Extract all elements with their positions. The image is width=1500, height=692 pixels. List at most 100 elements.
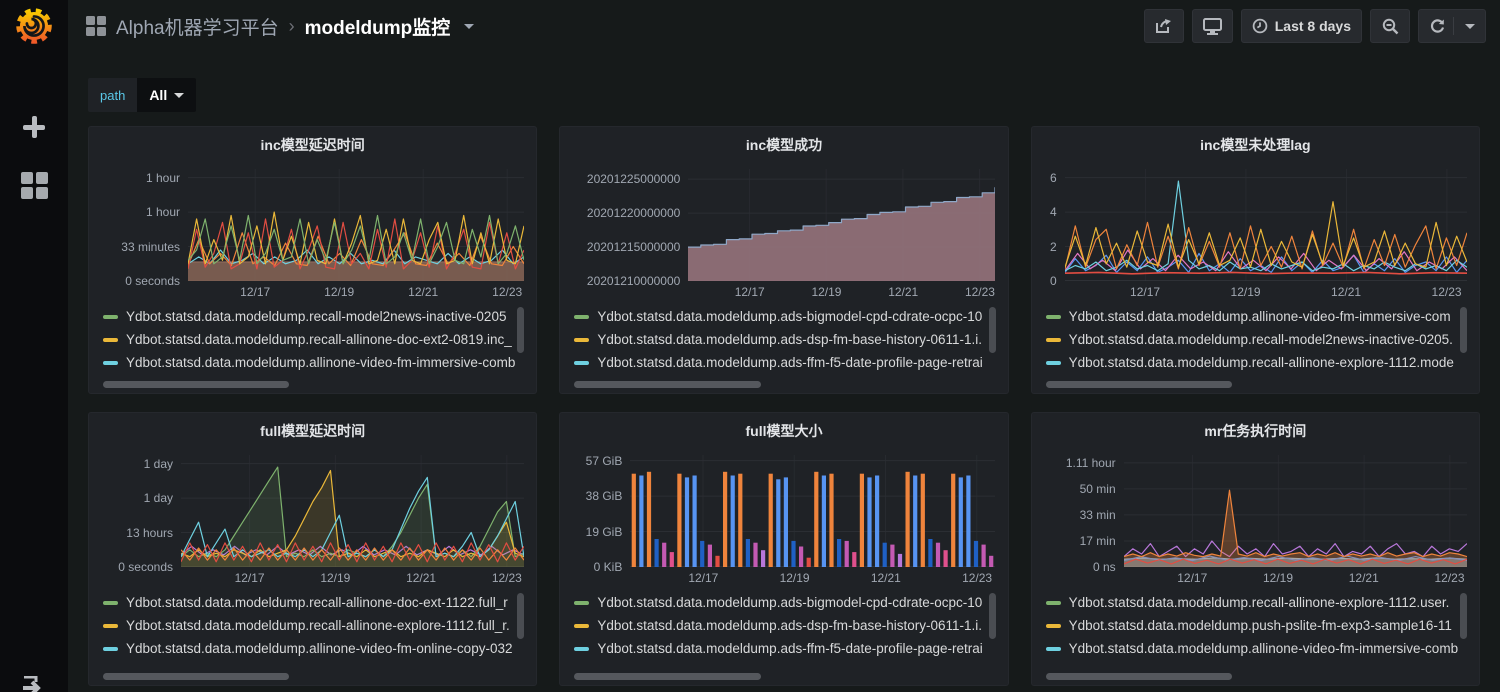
legend-swatch-icon[interactable] (103, 337, 118, 342)
legend-item[interactable]: Ydbot.statsd.data.modeldump.recall-allin… (101, 328, 524, 351)
legend-swatch-icon[interactable] (1045, 360, 1061, 365)
legend-series-name: Ydbot.statsd.data.modeldump.recall-allin… (126, 595, 508, 610)
legend-swatch-icon[interactable] (103, 623, 118, 628)
legend-item[interactable]: Ydbot.statsd.data.modeldump.ads-ffm-f5-d… (572, 351, 995, 374)
legend-scrollbar-vertical[interactable] (988, 307, 996, 353)
legend-item[interactable]: Ydbot.statsd.data.modeldump.recall-model… (1044, 328, 1467, 351)
refresh-button[interactable] (1418, 9, 1486, 43)
legend-item[interactable]: Ydbot.statsd.data.modeldump.recall-allin… (1044, 351, 1467, 374)
dashboard-icon[interactable] (86, 16, 106, 36)
legend-scrollbar-horizontal[interactable] (574, 673, 761, 680)
legend-series-name: Ydbot.statsd.data.modeldump.allinone-vid… (126, 355, 516, 370)
legend-item[interactable]: Ydbot.statsd.data.modeldump.recall-allin… (101, 614, 524, 637)
legend-swatch-icon[interactable] (1045, 314, 1061, 319)
refresh-caret-down-icon[interactable] (1465, 23, 1475, 29)
legend-scrollbar-vertical[interactable] (988, 593, 996, 639)
legend-item[interactable]: Ydbot.statsd.data.modeldump.recall-allin… (1044, 591, 1467, 614)
time-range-label: Last 8 days (1274, 18, 1351, 34)
x-tick-label: 12/23 (491, 571, 522, 585)
legend-series-name: Ydbot.statsd.data.modeldump.ads-ffm-f5-d… (597, 355, 983, 370)
chart-plot-area[interactable] (181, 455, 524, 567)
x-axis: 12/17 12/19 12/21 12/23 (572, 567, 995, 589)
legend-item[interactable]: Ydbot.statsd.data.modeldump.ads-dsp-fm-b… (572, 328, 995, 351)
clock-icon (1252, 18, 1268, 34)
legend-scrollbar-horizontal[interactable] (103, 381, 290, 388)
panel-title[interactable]: mr任务执行时间 (1204, 423, 1307, 439)
x-axis: 12/17 12/19 12/21 12/23 (1044, 567, 1467, 589)
legend-swatch-icon[interactable] (103, 314, 118, 319)
sidebar (0, 0, 68, 692)
zoom-out-button[interactable] (1370, 9, 1410, 43)
dashboards-grid-icon[interactable] (0, 172, 68, 199)
variable-name-label[interactable]: path (88, 78, 138, 112)
legend-swatch-icon[interactable] (574, 337, 590, 342)
chart-plot-area[interactable] (688, 169, 996, 281)
breadcrumb: Alpha机器学习平台 › modeldump监控 (86, 13, 475, 40)
x-tick-label: 12/21 (1348, 571, 1379, 585)
share-button[interactable] (1143, 9, 1184, 43)
legend-scrollbar-vertical[interactable] (1460, 307, 1467, 353)
y-tick-label: 33 minutes (121, 239, 180, 254)
legend-item[interactable]: Ydbot.statsd.data.modeldump.allinone-vid… (1044, 305, 1467, 328)
legend-item[interactable]: Ydbot.statsd.data.modeldump.ads-dsp-fm-b… (572, 614, 995, 637)
x-tick-label: 12/21 (408, 285, 439, 299)
legend-swatch-icon[interactable] (103, 646, 118, 651)
legend-item[interactable]: Ydbot.statsd.data.modeldump.allinone-vid… (1044, 637, 1467, 660)
y-tick-label: 20201225000000 (586, 172, 681, 187)
legend-item[interactable]: Ydbot.statsd.data.modeldump.recall-allin… (101, 591, 524, 614)
panel-inc-model-lag: inc模型未处理lag 0 2 4 6 12/17 12/19 12/21 12/23 Yd… (1030, 126, 1480, 394)
legend-swatch-icon[interactable] (1045, 337, 1061, 342)
legend-swatch-icon[interactable] (574, 623, 590, 628)
legend-scrollbar-horizontal[interactable] (103, 673, 290, 680)
legend-swatch-icon[interactable] (1045, 623, 1061, 628)
legend-scrollbar-vertical[interactable] (517, 307, 525, 353)
chart-plot-area[interactable] (188, 169, 524, 281)
legend-swatch-icon[interactable] (1045, 646, 1061, 651)
panel-title[interactable]: full模型延迟时间 (260, 423, 366, 439)
breadcrumb-app[interactable]: Alpha机器学习平台 (116, 17, 279, 39)
y-tick-label: 57 GiB (585, 453, 623, 468)
legend-swatch-icon[interactable] (574, 360, 590, 365)
panel-title[interactable]: full模型大小 (745, 423, 823, 439)
legend-swatch-icon[interactable] (574, 314, 590, 319)
legend-item[interactable]: Ydbot.statsd.data.modeldump.recall-model… (101, 305, 524, 328)
legend-swatch-icon[interactable] (1045, 600, 1061, 605)
legend-scrollbar-horizontal[interactable] (1045, 381, 1232, 388)
dashboard-caret-down-icon[interactable] (464, 23, 475, 29)
legend: Ydbot.statsd.data.modeldump.ads-bigmodel… (572, 591, 996, 681)
y-tick-label: 50 min (1079, 481, 1116, 496)
legend-item[interactable]: Ydbot.statsd.data.modeldump.allinone-vid… (101, 637, 524, 660)
chart-plot-area[interactable] (1123, 455, 1467, 567)
y-tick-label: 0 ns (1092, 560, 1116, 574)
legend-item[interactable]: Ydbot.statsd.data.modeldump.ads-bigmodel… (572, 591, 995, 614)
tv-mode-button[interactable] (1191, 9, 1233, 43)
create-plus-icon[interactable] (0, 116, 68, 138)
legend-swatch-icon[interactable] (103, 360, 118, 365)
variable-value-dropdown[interactable]: All (137, 78, 197, 112)
x-tick-label: 12/17 (234, 571, 265, 585)
legend-scrollbar-vertical[interactable] (1460, 593, 1467, 639)
legend-scrollbar-horizontal[interactable] (574, 381, 761, 388)
chart-plot-area[interactable] (1064, 169, 1467, 281)
sign-out-icon[interactable] (0, 676, 68, 692)
legend-swatch-icon[interactable] (103, 600, 118, 605)
panel-title[interactable]: inc模型延迟时间 (260, 137, 365, 153)
breadcrumb-page-title[interactable]: modeldump监控 (304, 17, 451, 39)
legend-series-name: Ydbot.statsd.data.modeldump.allinone-vid… (1068, 641, 1459, 656)
legend-scrollbar-horizontal[interactable] (1045, 673, 1232, 680)
panel-title[interactable]: inc模型未处理lag (1200, 137, 1311, 153)
time-range-picker[interactable]: Last 8 days (1240, 9, 1362, 43)
legend-swatch-icon[interactable] (574, 600, 590, 605)
chart-plot-area[interactable] (630, 455, 996, 567)
x-tick-label: 12/19 (779, 571, 810, 585)
panel-title[interactable]: inc模型成功 (745, 137, 823, 153)
y-tick-label: 6 (1049, 170, 1057, 185)
legend-scrollbar-vertical[interactable] (517, 593, 525, 639)
legend-item[interactable]: Ydbot.statsd.data.modeldump.push-pslite-… (1044, 614, 1467, 637)
legend-item[interactable]: Ydbot.statsd.data.modeldump.allinone-vid… (101, 351, 524, 374)
grafana-logo-icon[interactable] (16, 8, 52, 44)
legend-item[interactable]: Ydbot.statsd.data.modeldump.ads-bigmodel… (572, 305, 995, 328)
legend-item[interactable]: Ydbot.statsd.data.modeldump.ads-ffm-f5-d… (572, 637, 995, 660)
legend-swatch-icon[interactable] (574, 646, 590, 651)
legend-list: Ydbot.statsd.data.modeldump.ads-bigmodel… (572, 591, 995, 660)
